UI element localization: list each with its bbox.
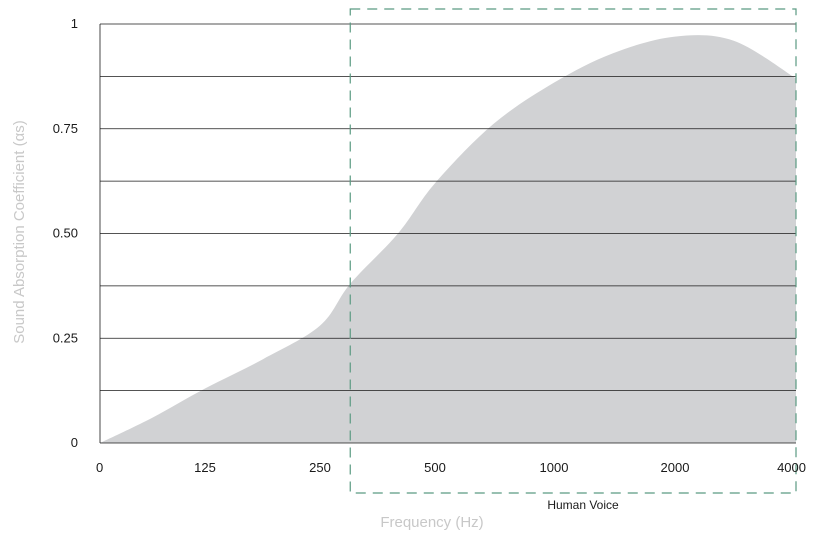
x-tick-label: 125 [194, 460, 216, 475]
y-tick-label: 0.25 [53, 330, 78, 345]
y-axis-title: Sound Absorption Coefficient (αs) [11, 120, 28, 344]
x-tick-labels: 0 125 250 500 1000 2000 4000 [96, 460, 806, 475]
human-voice-band [349, 8, 797, 494]
y-tick-label: 0 [71, 435, 78, 450]
x-tick-label: 2000 [661, 460, 690, 475]
x-tick-label: 500 [424, 460, 446, 475]
absorption-area [100, 35, 796, 444]
human-voice-box [349, 8, 797, 494]
x-tick-label: 250 [309, 460, 331, 475]
y-tick-label: 0.50 [53, 226, 78, 241]
x-tick-label: 0 [96, 460, 103, 475]
x-tick-label: 1000 [540, 460, 569, 475]
x-axis-title: Frequency (Hz) [380, 514, 483, 531]
gridlines [99, 23, 796, 444]
y-tick-label: 0.75 [53, 121, 78, 136]
x-tick-label: 4000 [777, 460, 806, 475]
area-layer [100, 35, 796, 444]
y-tick-label: 1 [71, 16, 78, 31]
y-tick-labels: 0 0.25 0.50 0.75 1 [53, 16, 78, 450]
human-voice-label: Human Voice [547, 498, 619, 512]
